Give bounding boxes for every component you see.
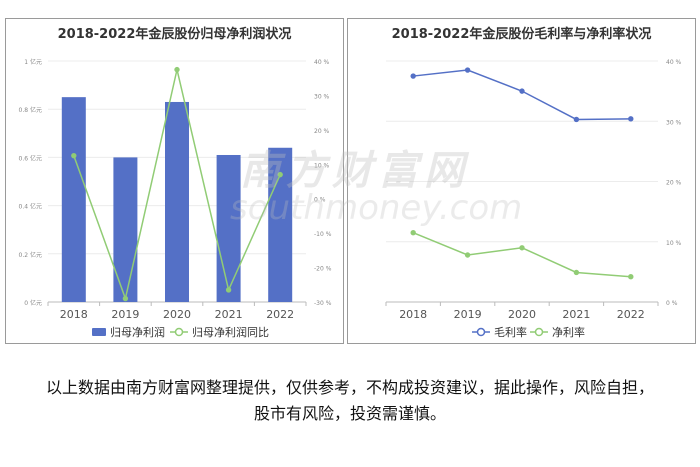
x-tick-label: 2018	[60, 308, 88, 321]
y-tick-label-right: 0 %	[314, 197, 326, 204]
point-net-margin	[410, 230, 416, 236]
series-line-gross-margin	[413, 69, 631, 121]
y-tick-label-left: 0.2 亿元	[19, 251, 42, 259]
x-tick-label: 2019	[111, 308, 139, 321]
x-tick-label: 2020	[508, 308, 536, 321]
legend-label-net-margin: 净利率	[552, 325, 585, 339]
y-tick-label-right: 10 %	[666, 240, 682, 247]
legend-label-net-profit: 归母净利润	[110, 325, 165, 339]
point-gross-margin	[410, 73, 416, 79]
margin-chart-title: 2018-2022年金辰股份毛利率与净利率状况	[391, 27, 652, 42]
disclaimer-text: 以上数据由南方财富网整理提供，仅供参考，不构成投资建议，据此操作，风险自担，股市…	[45, 378, 654, 423]
bar-net-profit	[216, 154, 241, 302]
y-tick-label-right: 30 %	[314, 93, 330, 100]
x-tick-label: 2022	[266, 308, 294, 321]
bar-net-profit	[61, 97, 86, 303]
point-net-margin	[519, 245, 525, 251]
point-gross-margin	[519, 88, 525, 94]
x-tick-label: 2021	[562, 308, 590, 321]
point-gross-margin	[628, 116, 634, 122]
legend-label-gross-margin: 毛利率	[494, 325, 527, 339]
y-tick-label-right: -30 %	[314, 300, 332, 307]
point-net-margin	[628, 273, 634, 280]
y-tick-label-right: 10 %	[314, 162, 330, 169]
legend-swatch-net-profit	[92, 328, 106, 336]
y-tick-label-right: -10 %	[314, 231, 332, 238]
y-tick-label-right: 30 %	[666, 119, 682, 126]
series-line-net-margin	[412, 232, 631, 278]
point-yoy	[122, 295, 129, 302]
y-tick-label-left: 0.8 亿元	[19, 106, 42, 114]
y-tick-label-right: -20 %	[314, 266, 332, 273]
point-yoy	[225, 287, 232, 293]
point-net-margin	[573, 269, 580, 276]
point-net-margin	[464, 252, 471, 258]
x-tick-label: 2018	[399, 308, 427, 321]
y-tick-label-left: 0 亿元	[24, 299, 42, 307]
x-tick-label: 2021	[215, 308, 243, 321]
net-profit-chart: 1 亿元 0.8 亿元 0.6 亿元 0.4 亿元 0.2 亿元 0 亿元 40 % 30 %…	[19, 58, 332, 339]
bar-net-profit	[113, 157, 138, 302]
point-gross-margin	[464, 67, 471, 73]
net-profit-chart-panel: 2018-2022年金辰股份归母净利润状况 1 亿元 0.8 亿元 0.6 亿元 0.…	[5, 18, 344, 344]
y-tick-label-right: 20 %	[666, 180, 682, 187]
bar-net-profit	[268, 147, 293, 302]
margin-chart: 40 % 30 % 20 % 10 % 0 % 2018 2019 2020 2021 2022 毛…	[385, 59, 682, 339]
x-tick-label: 2019	[454, 308, 482, 321]
legend-marker-yoy	[174, 327, 184, 337]
point-yoy	[174, 66, 180, 73]
point-yoy	[71, 152, 77, 159]
x-tick-label: 2022	[617, 308, 645, 321]
legend-marker-net-margin	[534, 327, 544, 337]
legend-label-yoy: 归母净利润同比	[192, 325, 269, 339]
bar-net-profit	[165, 101, 189, 302]
net-profit-chart-title: 2018-2022年金辰股份归母净利润状况	[57, 27, 292, 42]
x-tick-label: 2020	[163, 308, 191, 321]
y-tick-label-right: 40 %	[666, 59, 682, 66]
y-tick-label-left: 0.4 亿元	[19, 203, 42, 211]
legend-marker-gross-margin	[476, 327, 486, 337]
y-tick-label-left: 1 亿元	[24, 58, 42, 66]
y-tick-label-left: 0.6 亿元	[19, 154, 42, 162]
y-tick-label-right: 40 %	[314, 59, 330, 66]
y-tick-label-right: 20 %	[314, 128, 330, 135]
margin-chart-panel: 2018-2022年金辰股份毛利率与净利率状况 40 % 30 % 20 % 10 %…	[347, 18, 696, 344]
point-gross-margin	[573, 116, 580, 123]
point-yoy	[277, 171, 283, 178]
y-tick-label-right: 0 %	[666, 300, 678, 307]
